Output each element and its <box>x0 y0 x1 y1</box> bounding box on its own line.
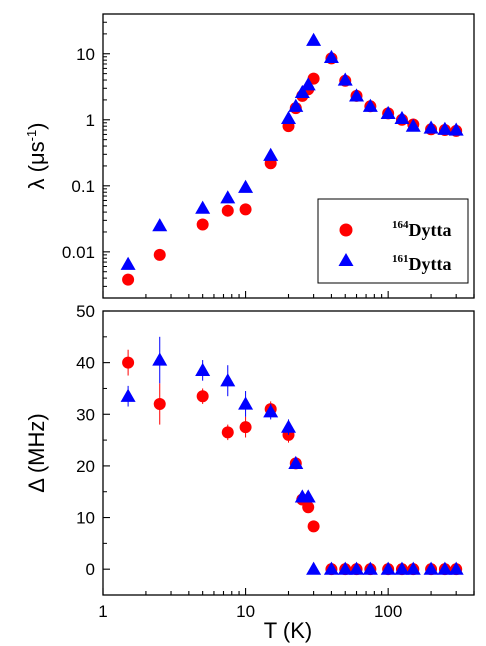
data-point-161 <box>337 72 353 86</box>
data-point-161 <box>349 561 365 575</box>
y-tick-label-top: 0.1 <box>71 177 95 196</box>
data-point-161 <box>238 396 254 410</box>
data-point-161 <box>306 561 322 575</box>
data-point-161 <box>120 256 136 270</box>
series-layer-bottom <box>120 336 464 576</box>
y-tick-label-bottom: 30 <box>76 405 95 424</box>
data-point-161 <box>405 118 421 132</box>
y-tick-label-bottom: 20 <box>76 457 95 476</box>
data-point-161 <box>300 77 316 91</box>
data-point-161 <box>405 561 421 575</box>
data-point-161 <box>120 388 136 402</box>
y-axis-title-bottom: Δ (MHz) <box>24 413 49 492</box>
data-point-164 <box>302 501 315 514</box>
data-point-161 <box>306 32 322 46</box>
data-point-164 <box>239 421 252 434</box>
data-point-161 <box>394 561 410 575</box>
legend-marker-164 <box>339 223 353 237</box>
tick-layer-bottom: 0 10 20 30 40 50 1 10 100 <box>76 302 475 621</box>
data-point-161 <box>423 561 439 575</box>
plot-frame-bottom <box>102 310 475 596</box>
data-point-164 <box>307 520 320 533</box>
data-point-161 <box>300 489 316 503</box>
data-point-161 <box>362 98 378 112</box>
data-point-161 <box>380 105 396 120</box>
legend-marker-161 <box>338 253 354 266</box>
data-point-161 <box>337 561 353 575</box>
data-point-164 <box>153 397 166 410</box>
data-point-161 <box>437 121 453 135</box>
data-point-161 <box>281 419 296 433</box>
data-point-161 <box>294 84 310 99</box>
data-point-161 <box>281 110 296 125</box>
data-point-161 <box>380 561 396 575</box>
panel-lambda: 0.01 0.1 1 10 λ (μs-1) 164Dytta 161Dytta <box>24 13 475 299</box>
data-point-164 <box>239 203 252 216</box>
x-axis-title: T (K) <box>264 618 312 643</box>
x-tick-label: 1 <box>98 602 107 621</box>
tick-layer-top: 0.01 0.1 1 10 <box>62 13 475 299</box>
data-point-164 <box>221 426 234 439</box>
data-point-161 <box>362 561 378 575</box>
y-axis-title-top: λ (μs-1) <box>24 122 49 189</box>
data-point-161 <box>437 561 453 575</box>
data-point-161 <box>288 98 304 112</box>
legend-box <box>317 198 469 284</box>
data-point-161 <box>220 190 236 204</box>
data-point-164 <box>196 218 209 231</box>
y-tick-label-top: 1 <box>86 111 95 130</box>
data-point-161 <box>263 147 279 161</box>
legend-label-164: 164Dytta <box>392 219 452 240</box>
data-point-161 <box>195 362 211 377</box>
data-point-161 <box>448 122 464 136</box>
legend: 164Dytta 161Dytta <box>317 198 469 284</box>
data-point-161 <box>394 110 410 125</box>
data-point-164 <box>196 390 209 403</box>
data-point-161 <box>349 88 365 102</box>
legend-label-161: 161Dytta <box>392 253 452 274</box>
data-point-161 <box>152 352 168 366</box>
data-point-161 <box>152 218 168 232</box>
data-point-164 <box>221 204 234 217</box>
data-point-161 <box>238 179 254 193</box>
data-point-161 <box>263 404 279 418</box>
y-tick-label-bottom: 40 <box>76 354 95 373</box>
data-point-164 <box>122 356 135 369</box>
x-tick-label: 10 <box>236 602 255 621</box>
data-point-161 <box>288 455 304 469</box>
y-tick-label-bottom: 10 <box>76 509 95 528</box>
y-tick-label-bottom: 50 <box>76 302 95 321</box>
y-tick-label-bottom: 0 <box>86 560 95 579</box>
data-point-161 <box>323 49 339 64</box>
data-point-161 <box>195 200 211 214</box>
y-tick-label-top: 10 <box>76 45 95 64</box>
data-point-161 <box>448 561 464 575</box>
data-point-161 <box>323 561 339 575</box>
data-point-164 <box>122 273 135 286</box>
series-layer-top <box>120 32 464 286</box>
data-point-161 <box>220 373 236 387</box>
panel-delta: 0 10 20 30 40 50 1 10 100 Δ (MHz) T (K) <box>24 302 475 643</box>
y-tick-label-top: 0.01 <box>62 243 95 262</box>
data-point-164 <box>153 248 166 261</box>
data-point-161 <box>423 120 439 134</box>
x-tick-label: 100 <box>374 602 402 621</box>
